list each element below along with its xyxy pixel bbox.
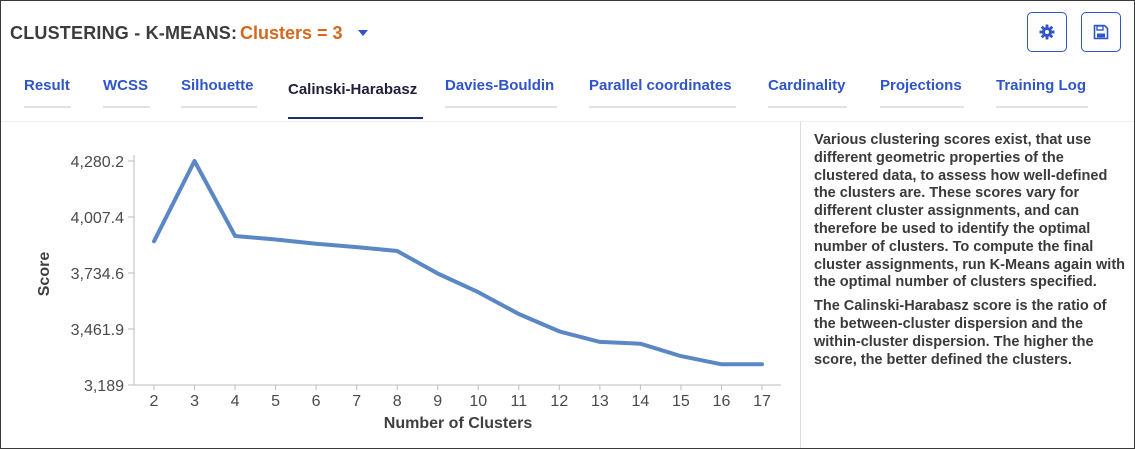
x-tick-label: 2 [150, 393, 159, 410]
x-tick-label: 13 [591, 393, 609, 410]
tab-wcss[interactable]: WCSS [103, 77, 148, 94]
x-tick-label: 16 [713, 393, 731, 410]
description-paragraph-1: Various clustering scores exist, that us… [814, 132, 1126, 291]
x-tick-label: 10 [469, 393, 487, 410]
description-panel: Various clustering scores exist, that us… [814, 132, 1128, 375]
caret-down-icon[interactable] [358, 30, 368, 36]
panel-title: CLUSTERING - K-MEANS: [10, 23, 238, 43]
clusters-selector[interactable]: Clusters = 3 [240, 23, 343, 43]
x-tick-label: 7 [352, 393, 361, 410]
y-tick-label: 4,007.4 [71, 210, 124, 227]
tab-davies-bouldin[interactable]: Davies-Bouldin [445, 77, 555, 94]
x-tick-label: 5 [271, 393, 280, 410]
settings-button[interactable] [1027, 12, 1067, 52]
x-axis-label: Number of Clusters [384, 415, 533, 432]
description-paragraph-2: The Calinski-Harabasz score is the ratio… [814, 298, 1107, 368]
tab-underline [24, 106, 71, 108]
floppy-disk-icon [1093, 24, 1109, 40]
y-axis-label: Score [36, 252, 53, 297]
panel-divider [800, 122, 801, 448]
tab-underline [996, 106, 1088, 108]
tab-projections[interactable]: Projections [880, 77, 962, 94]
x-tick-label: 14 [632, 393, 650, 410]
x-tick-label: 17 [753, 393, 771, 410]
x-tick-label: 12 [550, 393, 568, 410]
x-tick-label: 8 [393, 393, 402, 410]
tab-divider [1, 121, 1134, 122]
tab-underline [589, 106, 736, 108]
y-tick-label: 4,280.2 [71, 154, 124, 171]
tab-underline [768, 106, 847, 108]
x-tick-label: 11 [510, 393, 527, 410]
tab-parallel-coordinates[interactable]: Parallel coordinates [589, 77, 732, 94]
tab-underline [181, 106, 257, 108]
tab-underline [445, 106, 557, 108]
tab-underline [103, 106, 150, 108]
y-tick-label: 3,189 [84, 378, 124, 395]
tab-result[interactable]: Result [24, 77, 70, 94]
tab-underline [880, 106, 964, 108]
tab-training-log[interactable]: Training Log [996, 77, 1086, 94]
y-tick-label: 3,461.9 [71, 322, 124, 339]
y-tick-label: 3,734.6 [71, 266, 124, 283]
tab-calinski-harabasz[interactable]: Calinski-Harabasz [288, 81, 418, 98]
x-tick-label: 4 [231, 393, 240, 410]
save-button[interactable] [1081, 12, 1121, 52]
x-tick-label: 9 [433, 393, 442, 410]
tab-cardinality[interactable]: Cardinality [768, 77, 846, 94]
gear-icon [1039, 24, 1055, 40]
tab-underline-active [288, 117, 423, 119]
x-tick-label: 15 [672, 393, 690, 410]
x-tick-label: 6 [312, 393, 321, 410]
tab-silhouette[interactable]: Silhouette [181, 77, 254, 94]
calinski-harabasz-chart: 4,280.2 4,007.4 3,734.6 3,461.9 3,189 2 3 4 5 6 7 8… [36, 154, 781, 432]
series-line [152, 159, 764, 367]
x-tick-label: 3 [190, 393, 199, 410]
